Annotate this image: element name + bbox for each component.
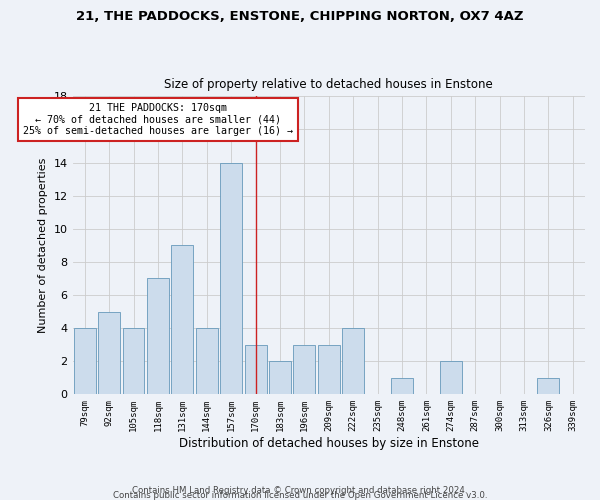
Text: Contains HM Land Registry data © Crown copyright and database right 2024.: Contains HM Land Registry data © Crown c… xyxy=(132,486,468,495)
Title: Size of property relative to detached houses in Enstone: Size of property relative to detached ho… xyxy=(164,78,493,91)
Text: 21 THE PADDOCKS: 170sqm
← 70% of detached houses are smaller (44)
25% of semi-de: 21 THE PADDOCKS: 170sqm ← 70% of detache… xyxy=(23,103,293,136)
Bar xyxy=(245,344,266,395)
Bar xyxy=(220,162,242,394)
Bar xyxy=(269,361,291,394)
Text: Contains public sector information licensed under the Open Government Licence v3: Contains public sector information licen… xyxy=(113,490,487,500)
X-axis label: Distribution of detached houses by size in Enstone: Distribution of detached houses by size … xyxy=(179,437,479,450)
Bar xyxy=(342,328,364,394)
Bar xyxy=(538,378,559,394)
Text: 21, THE PADDOCKS, ENSTONE, CHIPPING NORTON, OX7 4AZ: 21, THE PADDOCKS, ENSTONE, CHIPPING NORT… xyxy=(76,10,524,23)
Bar xyxy=(172,246,193,394)
Bar xyxy=(293,344,316,395)
Bar xyxy=(74,328,95,394)
Bar xyxy=(196,328,218,394)
Bar xyxy=(147,278,169,394)
Bar xyxy=(122,328,145,394)
Bar xyxy=(391,378,413,394)
Bar xyxy=(98,312,120,394)
Bar xyxy=(318,344,340,395)
Bar xyxy=(440,361,462,394)
Y-axis label: Number of detached properties: Number of detached properties xyxy=(38,158,48,333)
